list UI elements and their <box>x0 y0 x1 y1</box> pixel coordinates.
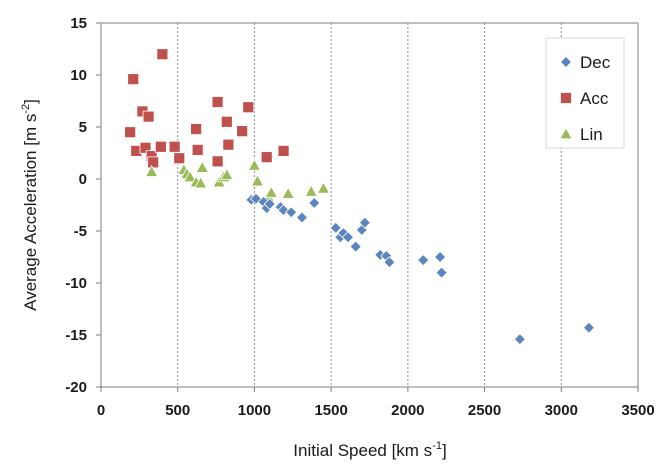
acc-point <box>191 143 204 156</box>
x-axis-title: Initial Speed [km s-1] <box>293 440 446 460</box>
x-tick-label: 3500 <box>621 402 654 419</box>
dec-point <box>435 266 448 279</box>
dec-point <box>295 211 309 224</box>
dec-point <box>582 321 595 334</box>
y-tick-label: -5 <box>74 223 87 240</box>
dec-point <box>308 196 321 209</box>
dec-point <box>513 333 526 346</box>
acc-point <box>124 126 137 139</box>
legend-label-acc: Acc <box>580 89 609 108</box>
x-tick-label: 1000 <box>238 402 271 419</box>
legend-marker-dec <box>559 55 573 69</box>
dec-point <box>329 221 342 234</box>
lin-point <box>220 168 234 181</box>
acc-point <box>173 152 186 165</box>
acc-point <box>220 115 233 128</box>
lin-point <box>316 181 331 194</box>
legend: Dec Acc Lin <box>545 37 625 149</box>
axes <box>100 22 639 388</box>
dec-point <box>417 254 430 267</box>
x-tick-label: 500 <box>165 402 190 419</box>
acc-point <box>222 138 235 151</box>
x-tick-label: 2000 <box>391 402 424 419</box>
legend-marker-acc <box>560 92 572 104</box>
x-tick-labels: 0 500 1000 1500 2000 2500 3000 3500 <box>97 387 655 419</box>
x-tick-label: 0 <box>97 402 105 419</box>
acc-point <box>154 140 167 153</box>
acc-point <box>211 96 224 108</box>
y-tick-label: 0 <box>79 171 87 188</box>
legend-box <box>545 37 625 149</box>
acc-point <box>156 48 169 61</box>
acc-point <box>260 151 273 164</box>
acc-point <box>139 141 152 154</box>
legend-label-dec: Dec <box>580 53 611 72</box>
lin-point <box>264 185 278 198</box>
dec-point <box>263 197 276 211</box>
dec-point <box>358 216 371 229</box>
x-tick-label: 1500 <box>314 402 347 419</box>
lin-point <box>183 170 197 183</box>
y-tick-label: -10 <box>65 275 87 292</box>
x-tick-label: 3000 <box>545 402 578 419</box>
dec-point <box>349 240 362 253</box>
lin-point <box>144 164 159 177</box>
dec-point <box>434 250 447 264</box>
y-tick-label: 10 <box>70 67 87 84</box>
acc-point <box>211 155 224 168</box>
acc-point <box>277 145 290 157</box>
y-tick-label: -15 <box>65 327 87 344</box>
acc-point <box>242 101 255 114</box>
legend-label-lin: Lin <box>580 125 603 144</box>
data-points <box>124 48 595 346</box>
dec-point <box>383 256 396 269</box>
acc-point <box>236 125 249 138</box>
y-tick-label: 15 <box>70 15 87 32</box>
series-acc <box>124 48 290 169</box>
lin-point <box>281 186 295 199</box>
lin-point <box>195 160 209 173</box>
dec-point <box>285 206 298 219</box>
lin-point <box>250 174 265 187</box>
acc-point <box>168 140 181 153</box>
y-tick-labels: -20 -15 -10 -5 0 5 10 15 <box>65 15 101 396</box>
acc-point <box>127 73 140 86</box>
series-lin <box>144 158 331 202</box>
acc-point <box>147 156 160 169</box>
legend-marker-lin <box>559 127 573 140</box>
lin-point <box>194 176 208 189</box>
acc-point <box>190 123 203 135</box>
y-axis-title: Average Acceleration [m s-2] <box>20 99 40 311</box>
acc-point <box>142 110 155 123</box>
x-tick-label: 2500 <box>468 402 501 419</box>
series-dec <box>245 192 595 346</box>
y-tick-label: 5 <box>79 119 87 136</box>
y-tick-label: -20 <box>65 379 87 396</box>
lin-point <box>304 184 318 197</box>
dec-point <box>341 231 355 244</box>
lin-point <box>247 158 262 171</box>
